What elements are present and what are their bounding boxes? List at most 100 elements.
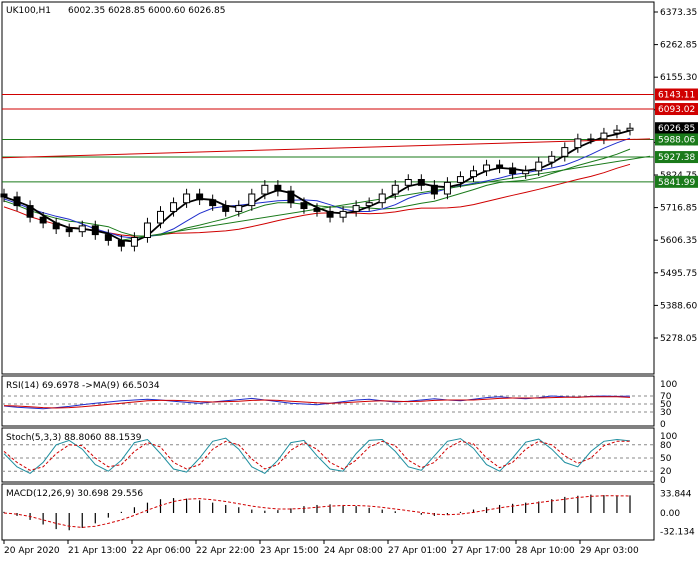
stoch-panel-frame [1,427,655,483]
x-tick-label: 22 Apr 22:00 [196,546,255,556]
x-tick-label: 28 Apr 10:00 [516,546,575,556]
price-label-box [655,122,698,135]
candle-body [522,170,530,175]
osc-y-tick-label: 30 [660,408,672,418]
price-label-text: 6026.85 [658,124,695,134]
x-tick-label: 20 Apr 2020 [4,546,60,556]
x-tick-label: 27 Apr 17:00 [452,546,511,556]
x-tick-label: 29 Apr 03:00 [580,546,639,556]
price-label-text: 6143.11 [658,90,695,100]
candle-body [600,132,608,140]
osc-y-tick-label: 50 [660,454,672,464]
candle-body [0,193,8,198]
candle-body [535,161,543,172]
osc-y-tick-label: 70 [660,392,672,402]
candle-body [391,184,399,195]
candle-body [313,208,321,212]
osc-y-tick-label: 100 [660,380,677,390]
price-label-box [655,103,698,116]
candle-body [104,234,112,241]
osc-y-tick-label: 0 [660,476,666,486]
candle-body [65,228,73,233]
x-tick-label: 22 Apr 06:00 [132,546,191,556]
price-label-text: 6093.02 [658,105,695,115]
y-tick-label: 6155.30 [660,73,697,83]
price-label-text: 5988.06 [658,135,695,145]
candle-body [365,202,373,207]
candle-body [470,170,477,178]
main-panel-frame [1,1,655,375]
candle-body [456,176,464,183]
macd-title: MACD(12,26,9) 30.698 29.556 [6,489,143,499]
osc-series-line [3,395,631,410]
candle-body [91,225,99,236]
y-tick-label: 5716.85 [660,204,697,214]
candle-body [183,193,191,204]
y-tick-label: 6262.85 [660,41,697,51]
candle-body [222,205,230,212]
candle-body [509,167,517,175]
x-tick-label: 21 Apr 13:00 [68,546,127,556]
x-tick-label: 27 Apr 01:00 [388,546,447,556]
x-tick-label: 23 Apr 15:00 [260,546,319,556]
main-title-group: UK100,H1 6002.35 6028.85 6000.60 6026.85 [6,6,225,16]
candle-body [196,193,204,201]
candle-body [548,155,556,163]
main-price-layer: 6373.356262.856155.306045.805930.305824.… [0,8,698,344]
candle-body [78,225,86,233]
candle-body [261,184,269,195]
candle-body [326,210,334,218]
candle-body [339,210,347,218]
trend-resistance-line [1,138,651,159]
candle-body [248,193,256,207]
candle-body [143,222,151,238]
candle-body [496,164,504,169]
osc-y-tick-label: 100 [660,432,677,442]
y-tick-label: 5388.60 [660,301,697,311]
candle-body [404,179,412,186]
ma-mid-line [3,137,631,239]
x-tick-label: 24 Apr 08:00 [324,546,383,556]
candle-body [117,239,125,247]
price-label-box [655,88,698,101]
candle-body [587,138,595,141]
candle-body [443,181,451,195]
candle-body [300,202,308,209]
osc-series-line [3,437,631,475]
macd-panel-frame [1,483,655,541]
candle-body [209,199,217,207]
candle-body [613,129,621,134]
candle-body [39,216,47,224]
price-label-box [655,133,698,146]
candle-body [130,237,138,247]
rsi-panel-frame [1,375,655,427]
candle-body [274,184,282,192]
candle-body [235,205,243,212]
candle-body [430,184,438,195]
main-chart-title: UK100,H1 [6,6,51,16]
osc-y-tick-label: 0 [660,420,666,430]
price-label-text: 5927.38 [658,153,695,163]
y-tick-label: 5278.05 [660,334,697,344]
price-label-box [655,151,698,164]
macd-signal-line [3,495,631,528]
macd-y-tick-label: -32.134 [660,527,695,537]
candle-body [352,205,360,212]
candle-body [417,179,425,186]
candle-body [26,205,34,218]
osc-y-tick-label: 50 [660,400,672,410]
candle-body [483,164,491,172]
candle-body [561,147,569,157]
price-label-box [655,175,698,188]
osc-y-tick-label: 80 [660,441,672,451]
candle-body [574,138,582,149]
candle-body [157,210,164,224]
main-ohlc-header: 6002.35 6028.85 6000.60 6026.85 [68,6,225,16]
candle-body [13,196,21,207]
rsi-title: RSI(14) 69.6978 ->MA(9) 66.5034 [6,381,160,391]
macd-layer: 33.844 0.00 -32.134 [3,490,695,537]
